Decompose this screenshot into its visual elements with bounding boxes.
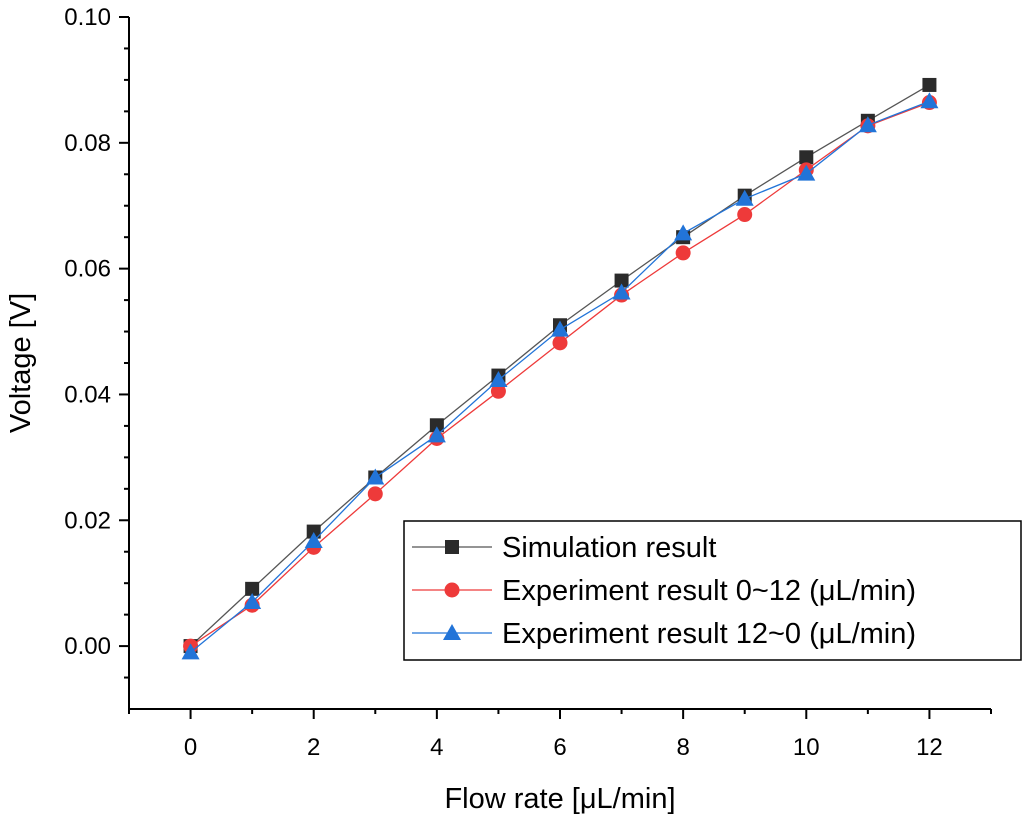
x-tick-label: 4 bbox=[430, 734, 443, 761]
data-point bbox=[551, 320, 569, 337]
data-point bbox=[366, 468, 385, 485]
y-tick-label: 0.10 bbox=[64, 4, 111, 31]
data-point bbox=[858, 116, 877, 133]
data-point bbox=[675, 245, 691, 261]
series-layer bbox=[181, 77, 939, 660]
legend-label: Experiment result 12~0 (μL/min) bbox=[502, 618, 916, 650]
x-tick-label: 2 bbox=[307, 734, 320, 761]
series-experiment-down bbox=[181, 92, 939, 660]
y-tick-label: 0.02 bbox=[64, 507, 111, 534]
data-point bbox=[737, 207, 753, 223]
data-point bbox=[427, 426, 446, 443]
legend-label: Experiment result 0~12 (μL/min) bbox=[502, 575, 916, 607]
y-tick-label: 0.06 bbox=[64, 256, 111, 283]
data-point bbox=[674, 224, 693, 241]
data-point bbox=[367, 486, 383, 502]
data-point bbox=[181, 643, 200, 660]
data-point bbox=[797, 164, 816, 181]
legend: Simulation result Experiment result 0~12 … bbox=[403, 520, 1022, 661]
data-point bbox=[306, 524, 321, 539]
legend-marker bbox=[445, 540, 459, 554]
legend-marker bbox=[443, 624, 461, 640]
data-point bbox=[243, 593, 262, 610]
legend-box bbox=[403, 520, 1022, 661]
legend-label: Simulation result bbox=[502, 532, 716, 564]
legend-item-experiment-down: Experiment result 12~0 (μL/min) bbox=[412, 618, 916, 650]
x-tick-label: 12 bbox=[916, 734, 943, 761]
y-axis-title: Voltage [V] bbox=[5, 293, 37, 433]
legend-marker bbox=[444, 582, 460, 598]
x-tick-label: 10 bbox=[793, 734, 820, 761]
x-axis-title: Flow rate [μL/min] bbox=[444, 783, 675, 815]
y-tick-label: 0.08 bbox=[64, 130, 111, 157]
data-point bbox=[304, 532, 323, 549]
y-tick-label: 0.00 bbox=[64, 633, 111, 660]
data-point bbox=[920, 92, 939, 109]
x-tick-label: 6 bbox=[553, 734, 566, 761]
data-point bbox=[490, 383, 506, 399]
data-point bbox=[489, 370, 508, 387]
data-point bbox=[614, 273, 629, 288]
x-tick-label: 0 bbox=[184, 734, 197, 761]
data-point bbox=[799, 150, 814, 165]
data-point bbox=[245, 581, 260, 596]
data-point bbox=[552, 335, 568, 351]
legend-item-simulation: Simulation result bbox=[412, 532, 716, 564]
y-tick-label: 0.04 bbox=[64, 381, 111, 408]
data-point bbox=[735, 189, 754, 206]
x-tick-label: 8 bbox=[676, 734, 689, 761]
data-point bbox=[429, 418, 444, 433]
data-point bbox=[612, 283, 631, 300]
axes: 0 2 4 6 8 10 12 0.00 0.02 0.04 0.06 0.08 0.10 bbox=[64, 4, 992, 761]
data-point bbox=[922, 77, 937, 92]
legend-item-experiment-up: Experiment result 0~12 (μL/min) bbox=[412, 575, 916, 607]
